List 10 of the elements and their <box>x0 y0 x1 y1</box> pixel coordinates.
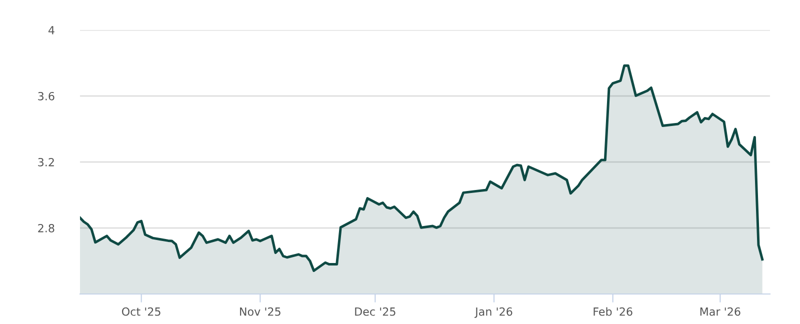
x-tick-label: Oct '25 <box>122 307 160 316</box>
y-tick-label: 3.6 <box>38 92 54 100</box>
x-tick-label: Feb '26 <box>594 307 632 316</box>
y-tick-label: 3.2 <box>38 158 54 166</box>
y-tick-label: 2.8 <box>38 224 54 232</box>
x-tick-label: Dec '25 <box>355 307 396 316</box>
x-tick-label: Mar '26 <box>700 307 740 316</box>
y-tick-label: 4 <box>48 26 54 34</box>
x-tick-label: Nov '25 <box>240 307 280 316</box>
x-tick-label: Jan '26 <box>474 307 512 318</box>
